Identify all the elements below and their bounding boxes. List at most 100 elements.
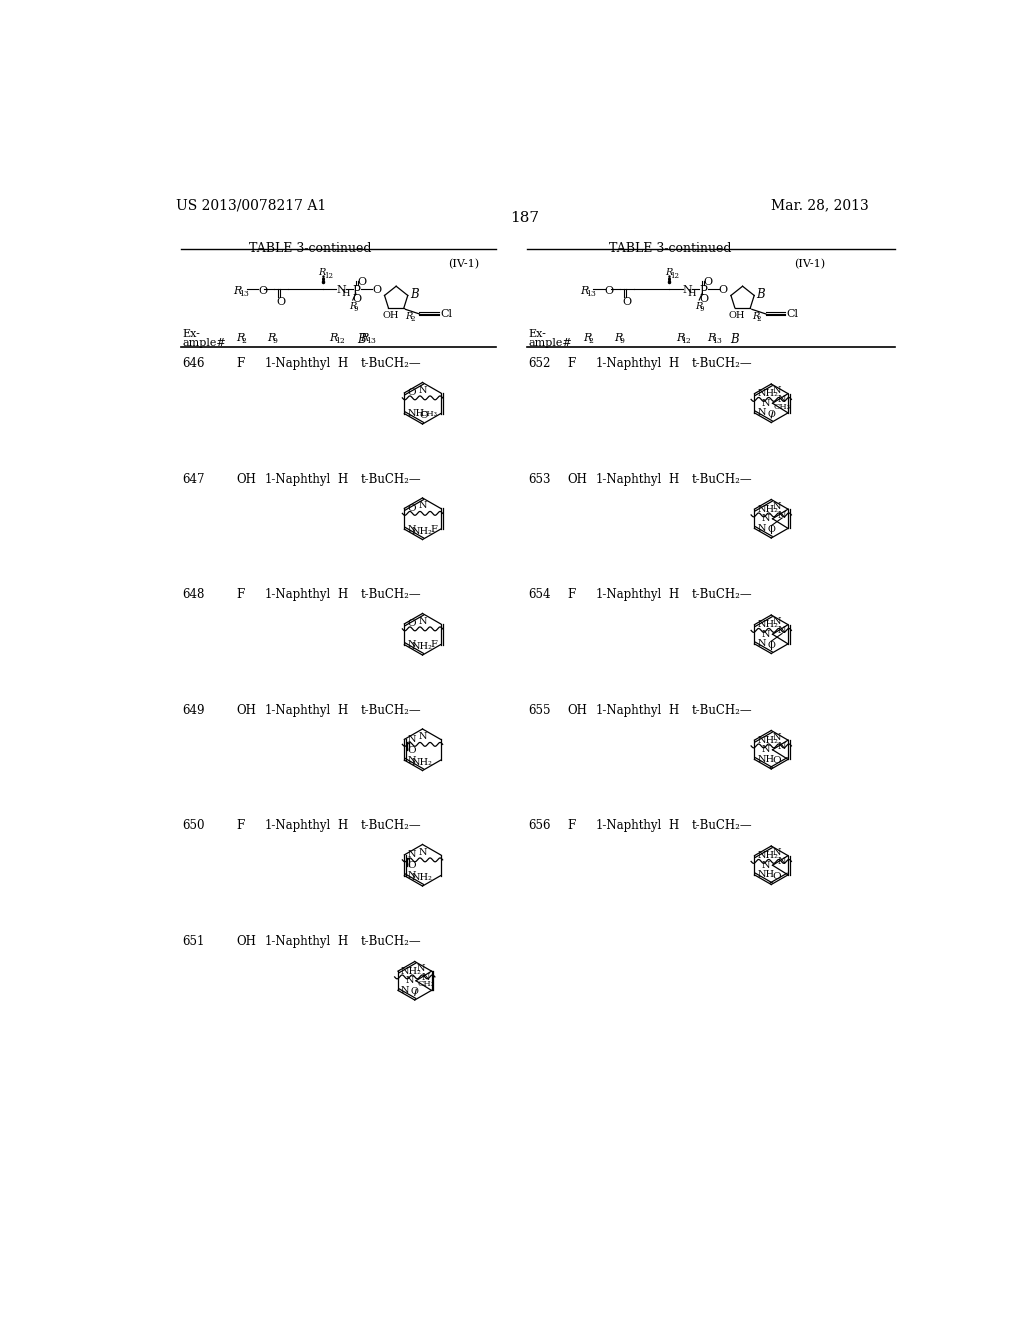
Text: O: O <box>719 285 728 296</box>
Text: Mar. 28, 2013: Mar. 28, 2013 <box>771 198 869 213</box>
Text: N: N <box>762 746 770 754</box>
Text: H: H <box>337 473 347 486</box>
Text: O: O <box>419 412 428 420</box>
Text: N: N <box>762 861 770 870</box>
Text: 656: 656 <box>528 818 551 832</box>
Text: O: O <box>623 297 632 308</box>
Text: H: H <box>337 818 347 832</box>
Text: 654: 654 <box>528 589 551 601</box>
Text: H: H <box>669 473 679 486</box>
Text: 12: 12 <box>681 337 691 345</box>
Text: N: N <box>417 964 425 973</box>
Text: t-BuCH₂—: t-BuCH₂— <box>360 589 421 601</box>
Text: TABLE 3-continued: TABLE 3-continued <box>249 242 372 255</box>
Text: O: O <box>408 861 416 870</box>
Text: O: O <box>408 619 416 628</box>
Text: O: O <box>604 286 613 296</box>
Text: O: O <box>767 525 775 535</box>
Text: 1-Naphthyl: 1-Naphthyl <box>595 704 662 717</box>
Text: NH₂: NH₂ <box>412 527 433 536</box>
Text: N: N <box>773 849 781 857</box>
Text: F: F <box>431 524 437 533</box>
Text: R: R <box>267 333 275 343</box>
Text: H: H <box>337 358 347 370</box>
Text: 187: 187 <box>510 211 540 224</box>
Text: OH: OH <box>237 704 256 717</box>
Text: R: R <box>614 333 623 343</box>
Text: NH₂: NH₂ <box>758 620 778 630</box>
Text: 1-Naphthyl: 1-Naphthyl <box>595 358 662 370</box>
Text: R: R <box>237 333 245 343</box>
Text: O: O <box>767 640 775 649</box>
Text: NH₂: NH₂ <box>758 851 778 861</box>
Text: O: O <box>258 286 267 296</box>
Text: B: B <box>730 333 738 346</box>
Text: O: O <box>357 277 367 286</box>
Text: t-BuCH₂—: t-BuCH₂— <box>360 704 421 717</box>
Text: t-BuCH₂—: t-BuCH₂— <box>691 818 752 832</box>
Text: 650: 650 <box>182 818 205 832</box>
Text: B: B <box>410 288 419 301</box>
Text: NH₂: NH₂ <box>758 735 778 744</box>
Text: 2: 2 <box>589 337 593 345</box>
Text: N: N <box>778 395 786 404</box>
Text: H: H <box>669 818 679 832</box>
Text: N: N <box>422 973 430 982</box>
Text: NH₂: NH₂ <box>412 758 433 767</box>
Text: B: B <box>357 333 366 346</box>
Text: 12: 12 <box>335 337 345 345</box>
Text: H: H <box>337 589 347 601</box>
Text: 649: 649 <box>182 704 205 717</box>
Text: N: N <box>408 755 416 764</box>
Text: NH₂: NH₂ <box>758 504 778 513</box>
Text: 2: 2 <box>757 314 761 322</box>
Text: F: F <box>237 818 245 832</box>
Text: R: R <box>676 333 684 343</box>
Text: 9: 9 <box>620 337 625 345</box>
Text: 9: 9 <box>700 305 705 313</box>
Text: Ex-: Ex- <box>528 330 547 339</box>
Text: N: N <box>401 986 410 995</box>
Text: Cl: Cl <box>786 309 799 319</box>
Text: F: F <box>237 589 245 601</box>
Text: N: N <box>778 742 786 751</box>
Text: NH₂: NH₂ <box>401 966 422 975</box>
Text: Cl: Cl <box>440 309 453 319</box>
Text: NH₂: NH₂ <box>412 874 433 882</box>
Text: CH₃: CH₃ <box>773 403 791 411</box>
Text: CH₃: CH₃ <box>421 409 437 417</box>
Text: CH₃: CH₃ <box>417 981 434 989</box>
Text: 652: 652 <box>528 358 551 370</box>
Text: F: F <box>431 640 437 649</box>
Text: Ex-: Ex- <box>182 330 200 339</box>
Text: 2: 2 <box>410 314 415 322</box>
Text: O: O <box>408 746 416 755</box>
Text: 646: 646 <box>182 358 205 370</box>
Text: 1-Naphthyl: 1-Naphthyl <box>264 704 331 717</box>
Text: 9: 9 <box>273 337 278 345</box>
Text: t-BuCH₂—: t-BuCH₂— <box>691 473 752 486</box>
Text: 1-Naphthyl: 1-Naphthyl <box>595 473 662 486</box>
Text: t-BuCH₂—: t-BuCH₂— <box>691 704 752 717</box>
Text: H: H <box>669 589 679 601</box>
Text: O: O <box>408 504 416 513</box>
Text: O: O <box>767 409 775 418</box>
Text: N: N <box>418 847 427 857</box>
Text: (IV-1): (IV-1) <box>795 259 825 269</box>
Text: N: N <box>418 502 427 510</box>
Text: 1-Naphthyl: 1-Naphthyl <box>264 473 331 486</box>
Text: R: R <box>330 333 338 343</box>
Text: 9: 9 <box>353 305 358 313</box>
Text: N: N <box>408 640 416 649</box>
Text: N: N <box>408 735 416 744</box>
Text: t-BuCH₂—: t-BuCH₂— <box>360 358 421 370</box>
Text: R: R <box>318 268 326 277</box>
Text: N: N <box>418 385 427 395</box>
Text: O: O <box>408 388 416 397</box>
Text: B: B <box>757 288 765 301</box>
Text: 1-Naphthyl: 1-Naphthyl <box>264 589 331 601</box>
Text: P: P <box>352 285 360 298</box>
Text: O: O <box>703 277 713 286</box>
Text: OH: OH <box>567 473 588 486</box>
Text: R: R <box>406 312 413 321</box>
